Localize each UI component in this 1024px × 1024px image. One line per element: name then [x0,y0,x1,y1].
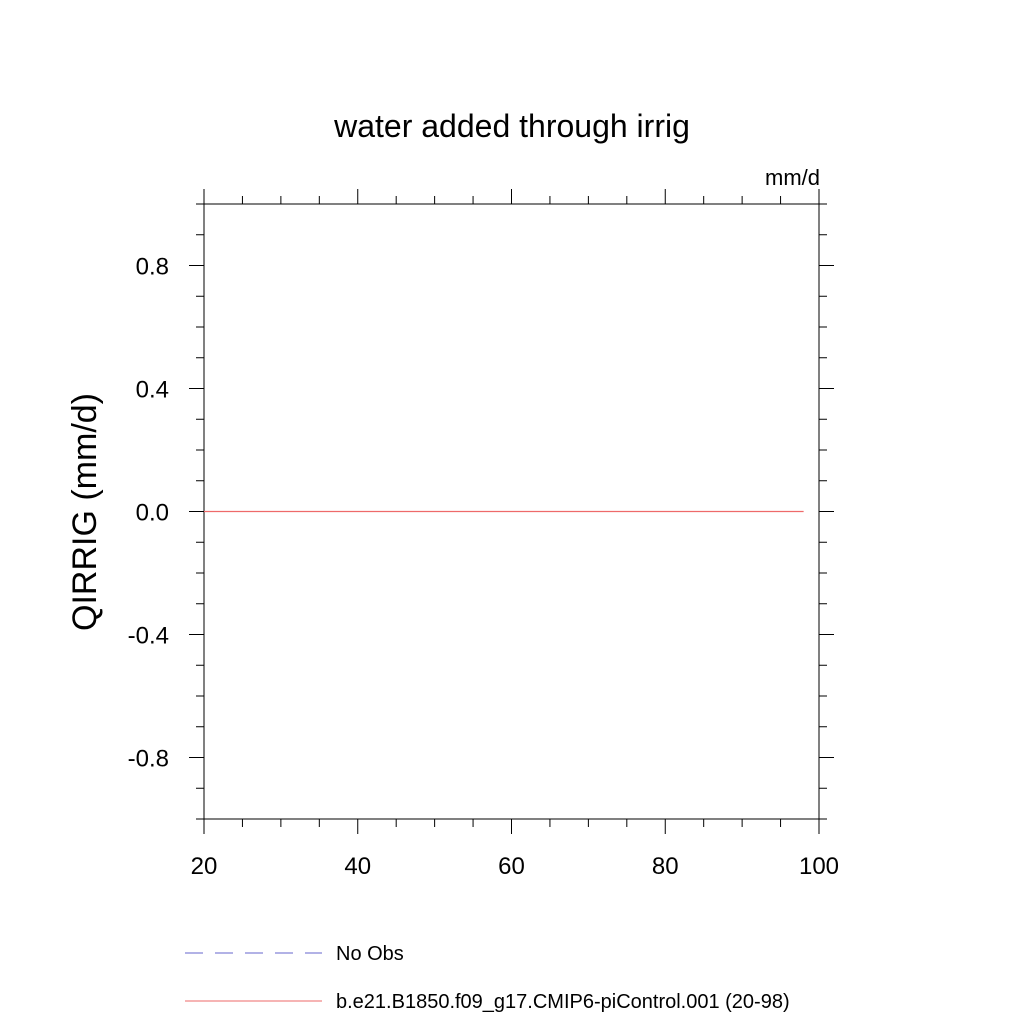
y-tick-label: -0.4 [128,623,169,650]
legend-label: b.e21.B1850.f09_g17.CMIP6-piControl.001 … [336,991,790,1013]
y-tick-label: 0.8 [136,254,169,281]
tick-labels: 20 40 60 80 100 -0.8 -0.4 0.0 0.4 0.8 [128,254,839,881]
x-tick-label: 40 [344,853,371,880]
axis-ticks [189,189,834,834]
units-label: mm/d [765,165,820,190]
y-tick-label: 0.0 [136,500,169,527]
x-tick-label: 20 [191,853,218,880]
legend-label: No Obs [336,943,404,965]
chart-title: water added through irrig [333,108,690,144]
x-tick-label: 100 [799,853,839,880]
y-tick-label: 0.4 [136,377,169,404]
x-tick-label: 80 [652,853,679,880]
y-tick-label: -0.8 [128,746,169,773]
x-tick-label: 60 [498,853,525,880]
legend: No Obs b.e21.B1850.f09_g17.CMIP6-piContro… [185,943,790,1013]
y-axis-label: QIRRIG (mm/d) [66,393,104,631]
